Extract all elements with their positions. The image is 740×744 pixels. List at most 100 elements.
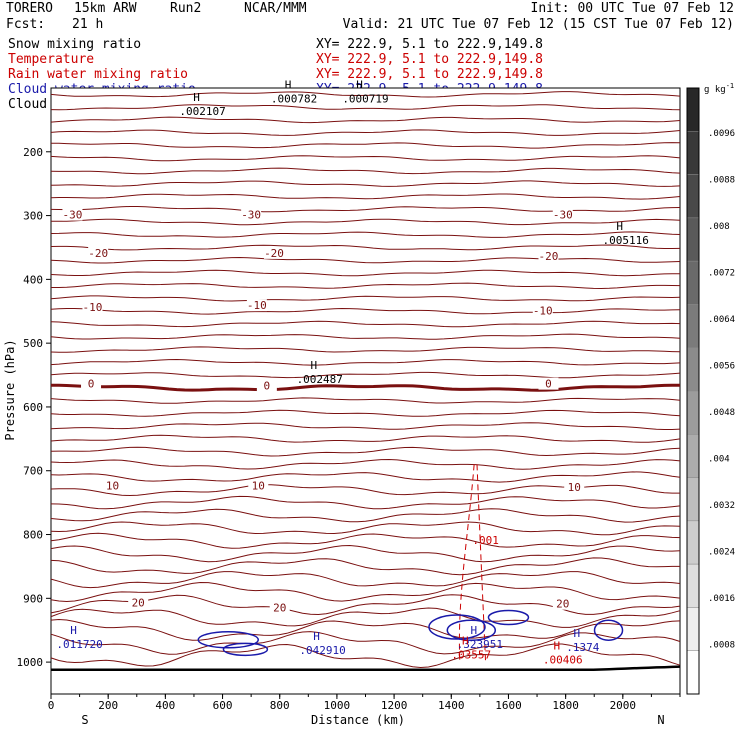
isotherm-label: -20 (264, 247, 284, 260)
maximum-value: .042910 (299, 644, 345, 657)
colorbar-tick-label: .0032 (708, 501, 735, 511)
x-tick-label: 2000 (610, 699, 637, 712)
isotherm-label-bg (241, 208, 262, 221)
isotherm-label-bg (532, 304, 553, 317)
cloud-water-contour (446, 619, 497, 641)
isotherm-label: -10 (83, 301, 103, 314)
x-axis-label: Distance (km) (311, 713, 405, 727)
colorbar-tick-label: .0024 (708, 548, 735, 558)
x-tick-label: 1000 (324, 699, 351, 712)
isotherm (50, 244, 681, 251)
surface-line (51, 665, 681, 672)
cloud-water-contour (593, 619, 624, 641)
isotherm-label: 0 (88, 378, 95, 391)
isotherm (50, 218, 681, 226)
isotherm (50, 397, 681, 404)
colorbar-swatch (686, 520, 700, 565)
isotherm (50, 618, 681, 641)
isotherm-label-bg (128, 596, 149, 609)
isotherm (50, 116, 681, 124)
isotherm (50, 129, 681, 136)
north-label: N (657, 713, 664, 727)
maximum-marker: H (553, 640, 560, 653)
isotherm-label: 20 (556, 598, 569, 611)
isotherm-label: 10 (106, 480, 119, 493)
isotherm-label-bg (564, 480, 585, 493)
maximum-value: .000719 (342, 92, 388, 105)
colorbar-swatch (686, 304, 700, 348)
colorbar-tick-label: .0008 (708, 641, 735, 651)
isotherm-label-bg (552, 208, 573, 221)
colorbar-frame (686, 87, 700, 695)
field-xy: XY= 222.9, 5.1 to 222.9,149.8 (316, 67, 543, 82)
colorbar-tick-label: .0016 (708, 594, 735, 604)
isotherm (50, 571, 681, 589)
isotherm (50, 180, 681, 187)
cloud-water-contour (197, 631, 260, 649)
isotherm-label-bg (102, 479, 123, 492)
isotherm-label-bg (248, 479, 269, 492)
colorbar-swatch (686, 477, 700, 522)
cloud-water-contour (487, 609, 530, 626)
x-tick-label: 200 (98, 699, 118, 712)
colorbar-tick-label: .0056 (708, 362, 735, 372)
isotherm (50, 320, 681, 328)
isotherm (50, 307, 681, 315)
isotherm-label-bg (264, 246, 285, 259)
isotherm (50, 532, 681, 549)
maximum-marker: H (310, 359, 317, 372)
isotherm (50, 643, 681, 669)
x-tick-label: 1200 (381, 699, 408, 712)
isotherm (50, 631, 681, 655)
isotherm (50, 521, 681, 536)
isotherm (50, 295, 681, 302)
y-tick-label: 600 (23, 401, 43, 414)
isotherm (51, 383, 680, 392)
isotherm-label-bg (269, 601, 290, 614)
isotherm (50, 434, 681, 443)
isotherm (50, 409, 681, 417)
isotherm (50, 231, 681, 238)
y-tick-label: 900 (23, 592, 43, 605)
isotherm (50, 269, 681, 277)
colorbar-tick-label: .0048 (708, 408, 735, 418)
maximum-value: .005116 (602, 234, 648, 247)
isotherm (50, 607, 681, 628)
y-tick-label: 1000 (17, 656, 44, 669)
colorbar-tick-label: .008 (708, 222, 730, 232)
maximum-value: .00406 (543, 654, 583, 667)
maximum-marker: H (193, 91, 200, 104)
colorbar-swatch (686, 347, 700, 392)
fcst-value: 21 h (72, 17, 103, 32)
field-xy: XY= 222.9, 5.1 to 222.9,149.8 (316, 52, 543, 67)
isotherm (50, 471, 681, 483)
south-label: S (81, 713, 88, 727)
isotherm-label: 10 (568, 481, 581, 494)
isotherm-label: -10 (533, 304, 553, 317)
isotherm (50, 104, 681, 111)
x-tick-label: 1600 (495, 699, 522, 712)
isotherm-label: -20 (88, 247, 108, 260)
isotherm-label: -30 (241, 209, 261, 222)
field-name: Rain water mixing ratio (8, 67, 188, 82)
maximum-marker: H (462, 635, 469, 648)
isotherm-label: 0 (545, 378, 552, 391)
isotherm (50, 495, 681, 510)
isotherm-label: 20 (273, 602, 286, 615)
isotherm (50, 91, 681, 98)
field-name: Snow mixing ratio (8, 37, 141, 52)
colorbar-swatch (686, 131, 700, 175)
y-tick-label: 700 (23, 465, 43, 478)
axes: 0 200 400 600 800 1000 1200 1400 1600 1800 2000200… (17, 146, 681, 712)
isotherm (50, 446, 681, 457)
colorbar-swatch (686, 607, 700, 651)
maximum-value: .1374 (566, 641, 599, 654)
x-tick-label: 0 (48, 699, 55, 712)
colorbar-swatch (686, 563, 700, 608)
colorbar-swatch (686, 390, 700, 435)
isotherm-label: 0 (264, 380, 271, 393)
plot-area: -30 -30 -30 -20 -20 -20 -10 -10 -10 0 0 0 10 10 10 20 20… (50, 78, 681, 695)
isotherm (50, 557, 680, 576)
run-name: Run2 (170, 1, 201, 16)
